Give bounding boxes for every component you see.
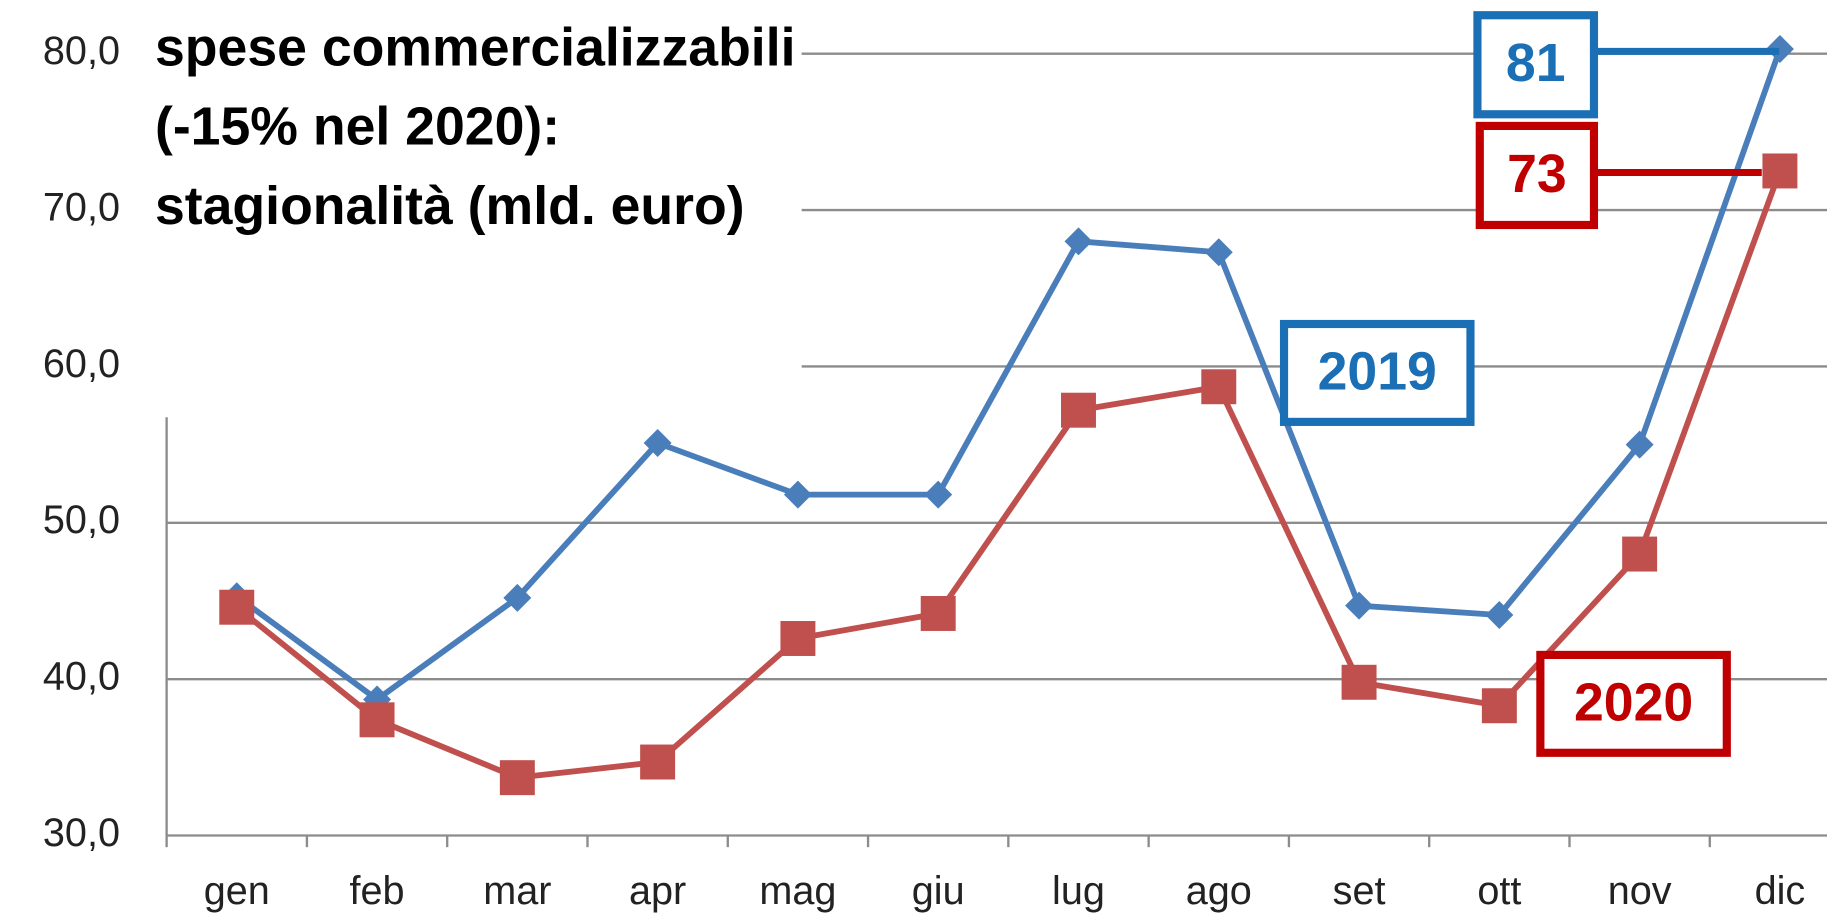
marker [1201, 369, 1237, 405]
marker [219, 589, 255, 625]
marker [1625, 430, 1654, 459]
y-tick-label: 40,0 [43, 655, 120, 699]
y-tick-label: 60,0 [43, 342, 120, 386]
title-background [151, 0, 802, 415]
annotation-box [1536, 650, 1731, 757]
x-tick-label: apr [629, 869, 686, 913]
marker [1481, 688, 1517, 724]
y-tick-label: 70,0 [43, 186, 120, 230]
x-tick-label: nov [1608, 869, 1672, 913]
marker [1762, 153, 1798, 189]
x-tick-label: mag [759, 869, 836, 913]
marker [924, 480, 953, 509]
x-tick-label: feb [350, 869, 405, 913]
annotation-box [1473, 11, 1599, 119]
marker [499, 760, 535, 796]
x-tick-label: mar [483, 869, 551, 913]
marker [1622, 536, 1658, 572]
annotation: 2019 [1318, 341, 1437, 401]
marker [1345, 591, 1374, 620]
series-line [234, 169, 1783, 781]
annotation-box [1279, 319, 1475, 426]
x-tick-label: ott [1477, 869, 1521, 913]
x-tick-label: ago [1186, 869, 1252, 913]
marker [783, 480, 812, 509]
marker [503, 583, 532, 612]
marker [640, 744, 676, 780]
y-tick-label: 80,0 [43, 29, 120, 73]
marker [359, 702, 395, 738]
chart-title-box: spese commercializzabili (-15% nel 2020)… [154, 16, 796, 236]
y-tick-label: 50,0 [43, 498, 120, 542]
x-tick-label: dic [1755, 869, 1806, 913]
annotation: 2020 [1574, 672, 1693, 732]
annotation: 81 [1506, 33, 1566, 93]
y-tick-label: 30,0 [43, 811, 120, 855]
marker [1485, 601, 1514, 630]
marker [1765, 35, 1794, 63]
x-tick-label: set [1333, 869, 1386, 913]
marker [1204, 238, 1233, 267]
annotation: 73 [1507, 144, 1567, 204]
annotation-box [1475, 121, 1599, 230]
marker [920, 595, 956, 631]
x-tick-label: lug [1052, 869, 1105, 913]
x-tick-label: giu [912, 869, 965, 913]
marker [1061, 392, 1096, 428]
x-tick-label: gen [204, 869, 270, 913]
marker [1064, 227, 1093, 256]
series-line [235, 48, 1783, 704]
marker [643, 429, 672, 458]
marker [1341, 664, 1377, 700]
marker [780, 621, 816, 656]
chart-title: spese commercializzabili (-15% nel 2020)… [154, 16, 796, 236]
